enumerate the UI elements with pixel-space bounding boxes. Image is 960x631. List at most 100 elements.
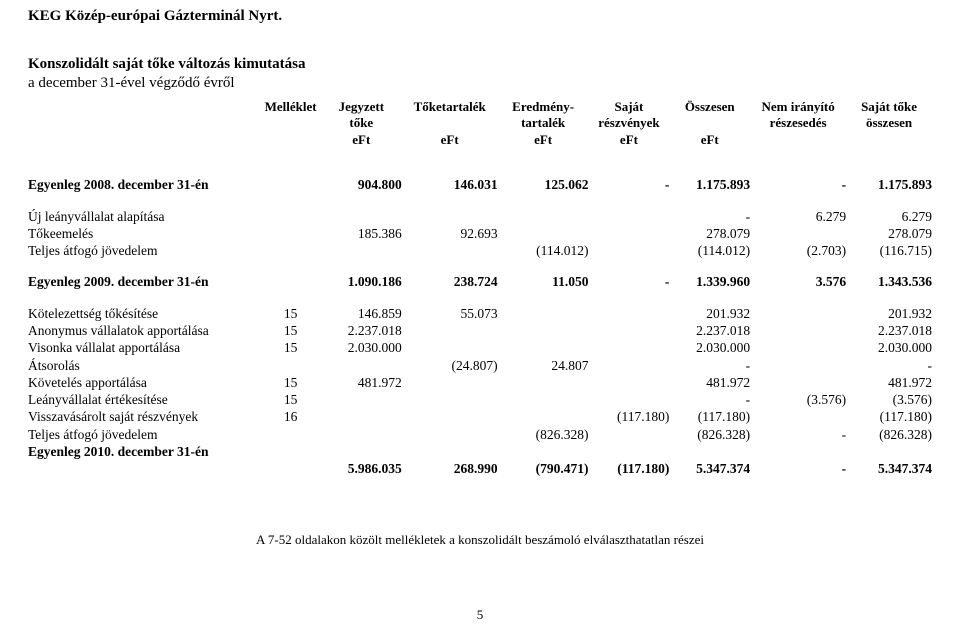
cell: 6.279 — [846, 208, 932, 225]
cell: 146.859 — [321, 305, 402, 322]
col-header: Összesen — [669, 99, 750, 116]
cell: 15 — [260, 339, 321, 356]
cell: 201.932 — [846, 305, 932, 322]
table-row: Kötelezettség tőkésítése 15 146.859 55.0… — [28, 305, 932, 322]
col-header: Jegyzett — [321, 99, 402, 116]
row-label: Kötelezettség tőkésítése — [28, 305, 260, 322]
cell: 2.030.000 — [321, 339, 402, 356]
row-label: Követelés apportálása — [28, 374, 260, 391]
row-label: Egyenleg 2008. december 31-én — [28, 176, 260, 193]
cell: - — [669, 391, 750, 408]
cell: (3.576) — [846, 391, 932, 408]
cell: 15 — [260, 305, 321, 322]
table-row: Egyenleg 2008. december 31-én 904.800 14… — [28, 176, 932, 193]
cell: 278.079 — [846, 225, 932, 242]
row-label: Anonymus vállalatok apportálása — [28, 322, 260, 339]
cell: 92.693 — [402, 225, 498, 242]
cell: (117.180) — [589, 460, 670, 477]
cell: 55.073 — [402, 305, 498, 322]
cell: - — [846, 357, 932, 374]
cell: (3.576) — [750, 391, 846, 408]
col-header: Saját — [589, 99, 670, 116]
col-header: eFt — [321, 132, 402, 149]
cell: 15 — [260, 374, 321, 391]
table-row: Visszavásárolt saját részvények 16 (117.… — [28, 408, 932, 425]
cell: 125.062 — [498, 176, 589, 193]
cell: 2.237.018 — [846, 322, 932, 339]
row-label: Leányvállalat értékesítése — [28, 391, 260, 408]
table-row: Teljes átfogó jövedelem (114.012) (114.0… — [28, 242, 932, 259]
cell: - — [669, 208, 750, 225]
cell: 1.175.893 — [669, 176, 750, 193]
cell: (117.180) — [846, 408, 932, 425]
cell: 24.807 — [498, 357, 589, 374]
cell: 15 — [260, 322, 321, 339]
table-row: Egyenleg 2009. december 31-én 1.090.186 … — [28, 273, 932, 290]
cell: 238.724 — [402, 273, 498, 290]
cell: 904.800 — [321, 176, 402, 193]
col-header: eFt — [498, 132, 589, 149]
col-header: Nem irányító — [750, 99, 846, 116]
col-header: Melléklet — [260, 99, 321, 116]
cell: 268.990 — [402, 460, 498, 477]
row-label: Teljes átfogó jövedelem — [28, 426, 260, 443]
cell: 1.343.536 — [846, 273, 932, 290]
cell: 15 — [260, 391, 321, 408]
company-name: KEG Közép-európai Gázterminál Nyrt. — [28, 8, 932, 25]
col-header: tőke — [321, 115, 402, 132]
cell: - — [750, 176, 846, 193]
report-title: Konszolidált saját tőke változás kimutat… — [28, 55, 932, 74]
cell: (2.703) — [750, 242, 846, 259]
row-label: Átsorolás — [28, 357, 260, 374]
row-label: Új leányvállalat alapítása — [28, 208, 260, 225]
row-label: Visszavásárolt saját részvények — [28, 408, 260, 425]
cell: 2.237.018 — [321, 322, 402, 339]
col-header: Saját tőke — [846, 99, 932, 116]
cell: 16 — [260, 408, 321, 425]
table-header-row: Melléklet Jegyzett Tőketartalék Eredmény… — [28, 99, 932, 116]
cell: (826.328) — [669, 426, 750, 443]
cell: 278.079 — [669, 225, 750, 242]
cell: 2.237.018 — [669, 322, 750, 339]
report-subtitle: a december 31-ével végződő évről — [28, 74, 932, 93]
cell: - — [750, 426, 846, 443]
table-row: Visonka vállalat apportálása 15 2.030.00… — [28, 339, 932, 356]
cell: (114.012) — [498, 242, 589, 259]
cell: (117.180) — [669, 408, 750, 425]
row-label: Egyenleg 2010. december 31-én — [28, 443, 260, 460]
cell: (117.180) — [589, 408, 670, 425]
table-row: Anonymus vállalatok apportálása 15 2.237… — [28, 322, 932, 339]
col-header: összesen — [846, 115, 932, 132]
cell: 185.386 — [321, 225, 402, 242]
row-label: Egyenleg 2009. december 31-én — [28, 273, 260, 290]
table-row: Követelés apportálása 15 481.972 481.972… — [28, 374, 932, 391]
cell: (24.807) — [402, 357, 498, 374]
cell: - — [669, 357, 750, 374]
table-row: Leányvállalat értékesítése 15 - (3.576) … — [28, 391, 932, 408]
cell: - — [750, 460, 846, 477]
col-header: részvények — [589, 115, 670, 132]
col-header: Tőketartalék — [402, 99, 498, 116]
table-header-row: tőke tartalék részvények részesedés össz… — [28, 115, 932, 132]
cell: 481.972 — [321, 374, 402, 391]
cell: (826.328) — [498, 426, 589, 443]
cell: 1.090.186 — [321, 273, 402, 290]
cell: 11.050 — [498, 273, 589, 290]
cell: 1.339.960 — [669, 273, 750, 290]
cell: 5.347.374 — [669, 460, 750, 477]
cell: 146.031 — [402, 176, 498, 193]
cell: - — [589, 273, 670, 290]
cell: 5.347.374 — [846, 460, 932, 477]
cell: 2.030.000 — [669, 339, 750, 356]
table-row: Új leányvállalat alapítása - 6.279 6.279 — [28, 208, 932, 225]
cell: (116.715) — [846, 242, 932, 259]
col-header: részesedés — [750, 115, 846, 132]
cell: (826.328) — [846, 426, 932, 443]
cell: - — [589, 176, 670, 193]
row-label: Visonka vállalat apportálása — [28, 339, 260, 356]
table-row: 5.986.035 268.990 (790.471) (117.180) 5.… — [28, 460, 932, 477]
cell: (790.471) — [498, 460, 589, 477]
footnote-text: A 7-52 oldalakon közölt mellékletek a ko… — [28, 532, 932, 548]
col-header: Eredmény- — [498, 99, 589, 116]
cell: 1.175.893 — [846, 176, 932, 193]
